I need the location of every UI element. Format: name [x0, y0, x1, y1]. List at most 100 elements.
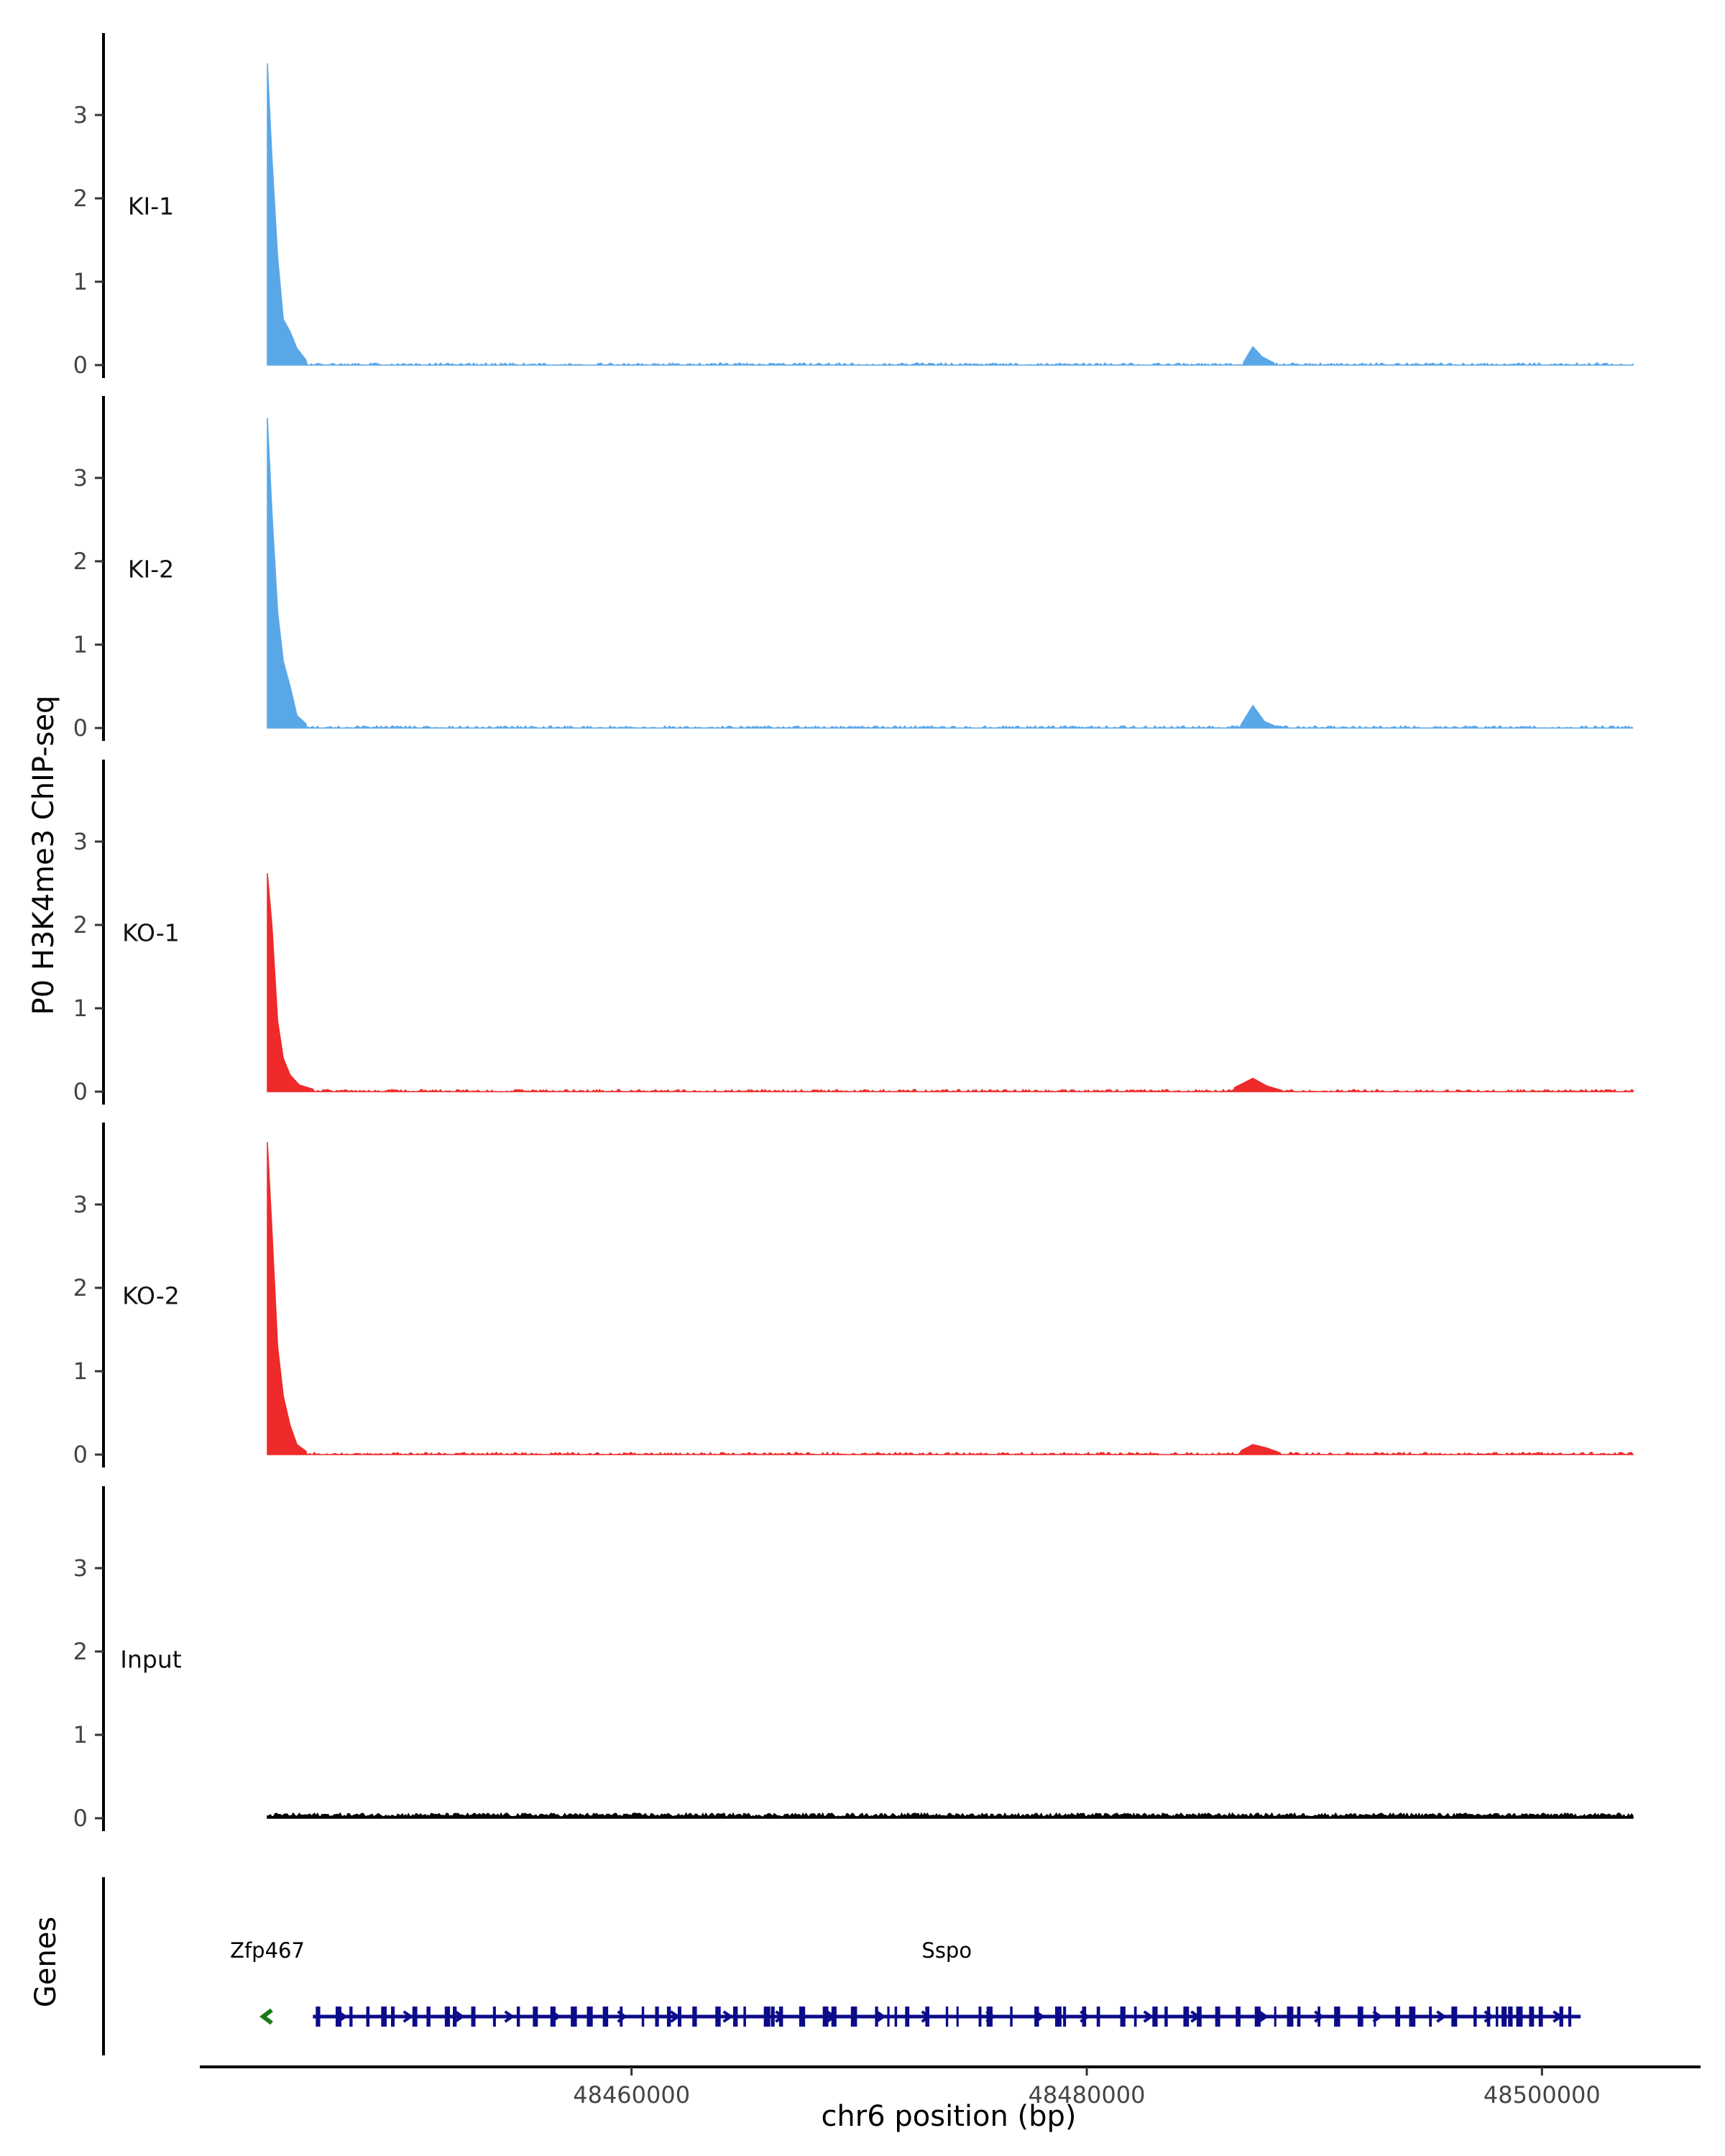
gene-exon: [1236, 2007, 1241, 2027]
genes-layer: Zfp467 Sspo: [102, 1877, 1581, 2055]
gene-exon: [381, 2007, 387, 2027]
gene-strand-arrow: [617, 2010, 628, 2023]
gene-exon: [1538, 2007, 1543, 2027]
gene-exon: [945, 2007, 949, 2027]
gene-exon: [1357, 2007, 1363, 2027]
gene-exon: [655, 2007, 659, 2027]
signal-area: [267, 873, 1634, 1093]
gene-strand-arrow: [504, 2010, 515, 2023]
gene-exon: [1473, 2007, 1477, 2027]
gene-exon: [1451, 2007, 1458, 2027]
gene-exon: [978, 2007, 982, 2027]
gene-exon: [1496, 2007, 1499, 2027]
gene-exon: [1164, 2007, 1168, 2027]
gene-exon: [715, 2007, 721, 2027]
gene-exon: [1568, 2007, 1572, 2027]
gene-exon: [1287, 2007, 1294, 2027]
track-label: KI-1: [128, 193, 174, 221]
y-tick-label: 1: [73, 268, 88, 295]
signal-area: [267, 418, 1634, 729]
gene-exon: [1120, 2007, 1126, 2027]
y-tick-label: 3: [73, 101, 88, 129]
gene-exon: [799, 2007, 806, 2027]
gene-exon: [571, 2007, 577, 2027]
gene-exon: [444, 2007, 451, 2027]
gene-exon: [1395, 2007, 1401, 2027]
gene-exon: [366, 2007, 370, 2027]
track-label: KO-1: [122, 919, 180, 947]
gene-exon: [905, 2007, 910, 2027]
gene-zfp467: Zfp467: [230, 1938, 305, 2025]
gene-label: Zfp467: [230, 1938, 305, 1963]
gene-exon: [1334, 2007, 1340, 2027]
gene-exon: [620, 2007, 623, 2027]
gene-strand-arrow: [875, 2010, 886, 2023]
gene-strand-arrow: [402, 2010, 414, 2023]
gene-strand-arrow: [670, 2010, 681, 2023]
gene-exon: [471, 2007, 476, 2027]
gene-exon: [894, 2007, 898, 2027]
gene-strand-arrow: [826, 2010, 837, 2023]
y-tick-label: 3: [73, 828, 88, 855]
gene-strand-arrow: [551, 2010, 561, 2023]
gene-strand-arrow: [1552, 2010, 1563, 2023]
gene-exon: [349, 2007, 353, 2027]
y-tick-label: 2: [73, 911, 88, 939]
y-tick-label: 0: [73, 351, 88, 379]
track-ki-2: 0 1 2 3 KI-2: [73, 396, 1634, 742]
gene-exon: [516, 2007, 520, 2027]
gene-label: Sspo: [921, 1938, 972, 1963]
y-tick-label: 0: [73, 1441, 88, 1468]
gene-exon: [550, 2007, 556, 2027]
track-ki-1: 0 1 2 3 KI-1: [73, 33, 1634, 379]
gene-strand-arrow: [1190, 2010, 1201, 2023]
gene-exon: [335, 2007, 342, 2027]
gene-exon: [743, 2007, 746, 2027]
gene-exon: [1010, 2007, 1013, 2027]
gene-exon: [763, 2007, 770, 2027]
gene-exon: [1183, 2007, 1190, 2027]
gene-strand-chevron: [259, 2008, 273, 2025]
gene-exon: [666, 2007, 671, 2027]
gene-exon: [822, 2007, 829, 2027]
gene-exon: [1082, 2007, 1087, 2027]
gene-exon: [1508, 2007, 1513, 2027]
y-tick-label: 3: [73, 464, 88, 492]
gene-exon: [1297, 2007, 1301, 2027]
y-tick-label: 2: [73, 185, 88, 212]
gene-strand-arrow: [1143, 2010, 1154, 2023]
y-tick-label: 3: [73, 1191, 88, 1218]
gene-exon: [1152, 2007, 1158, 2027]
track-input: 0 1 2 3 Input: [73, 1486, 1634, 1832]
gene-exon: [316, 2007, 321, 2027]
gene-strand-arrow: [1080, 2010, 1090, 2023]
gene-exon: [850, 2007, 857, 2027]
track-label: Input: [120, 1646, 182, 1674]
y-tick-label: 0: [73, 1078, 88, 1105]
track-ko-1: 0 1 2 3 KO-1: [73, 760, 1634, 1105]
gene-exon: [1529, 2007, 1535, 2027]
x-tick-label: 48500000: [1484, 2081, 1601, 2109]
gene-exon: [956, 2007, 959, 2027]
gene-exon: [533, 2007, 538, 2027]
y-tick-label: 0: [73, 714, 88, 742]
gene-exon: [1501, 2007, 1507, 2027]
gene-exon: [1429, 2007, 1432, 2027]
gene-exon: [733, 2007, 738, 2027]
y-axis-title: P0 H3K4me3 ChIP-seq: [27, 696, 60, 1015]
gene-exon: [602, 2007, 609, 2027]
track-label: KO-2: [122, 1282, 180, 1310]
gene-exon: [1096, 2007, 1100, 2027]
gene-exon: [426, 2007, 431, 2027]
gene-strand-arrow: [722, 2010, 734, 2023]
y-tick-label: 2: [73, 548, 88, 575]
gene-exon: [1374, 2007, 1376, 2027]
gene-strand-arrow: [985, 2010, 996, 2023]
y-tick-label: 1: [73, 1358, 88, 1385]
genes-axis-title: Genes: [29, 1917, 63, 2007]
gene-exon: [412, 2007, 418, 2027]
signal-area: [267, 63, 1634, 367]
gene-exon: [641, 2007, 645, 2027]
signal-area: [267, 1141, 1634, 1456]
